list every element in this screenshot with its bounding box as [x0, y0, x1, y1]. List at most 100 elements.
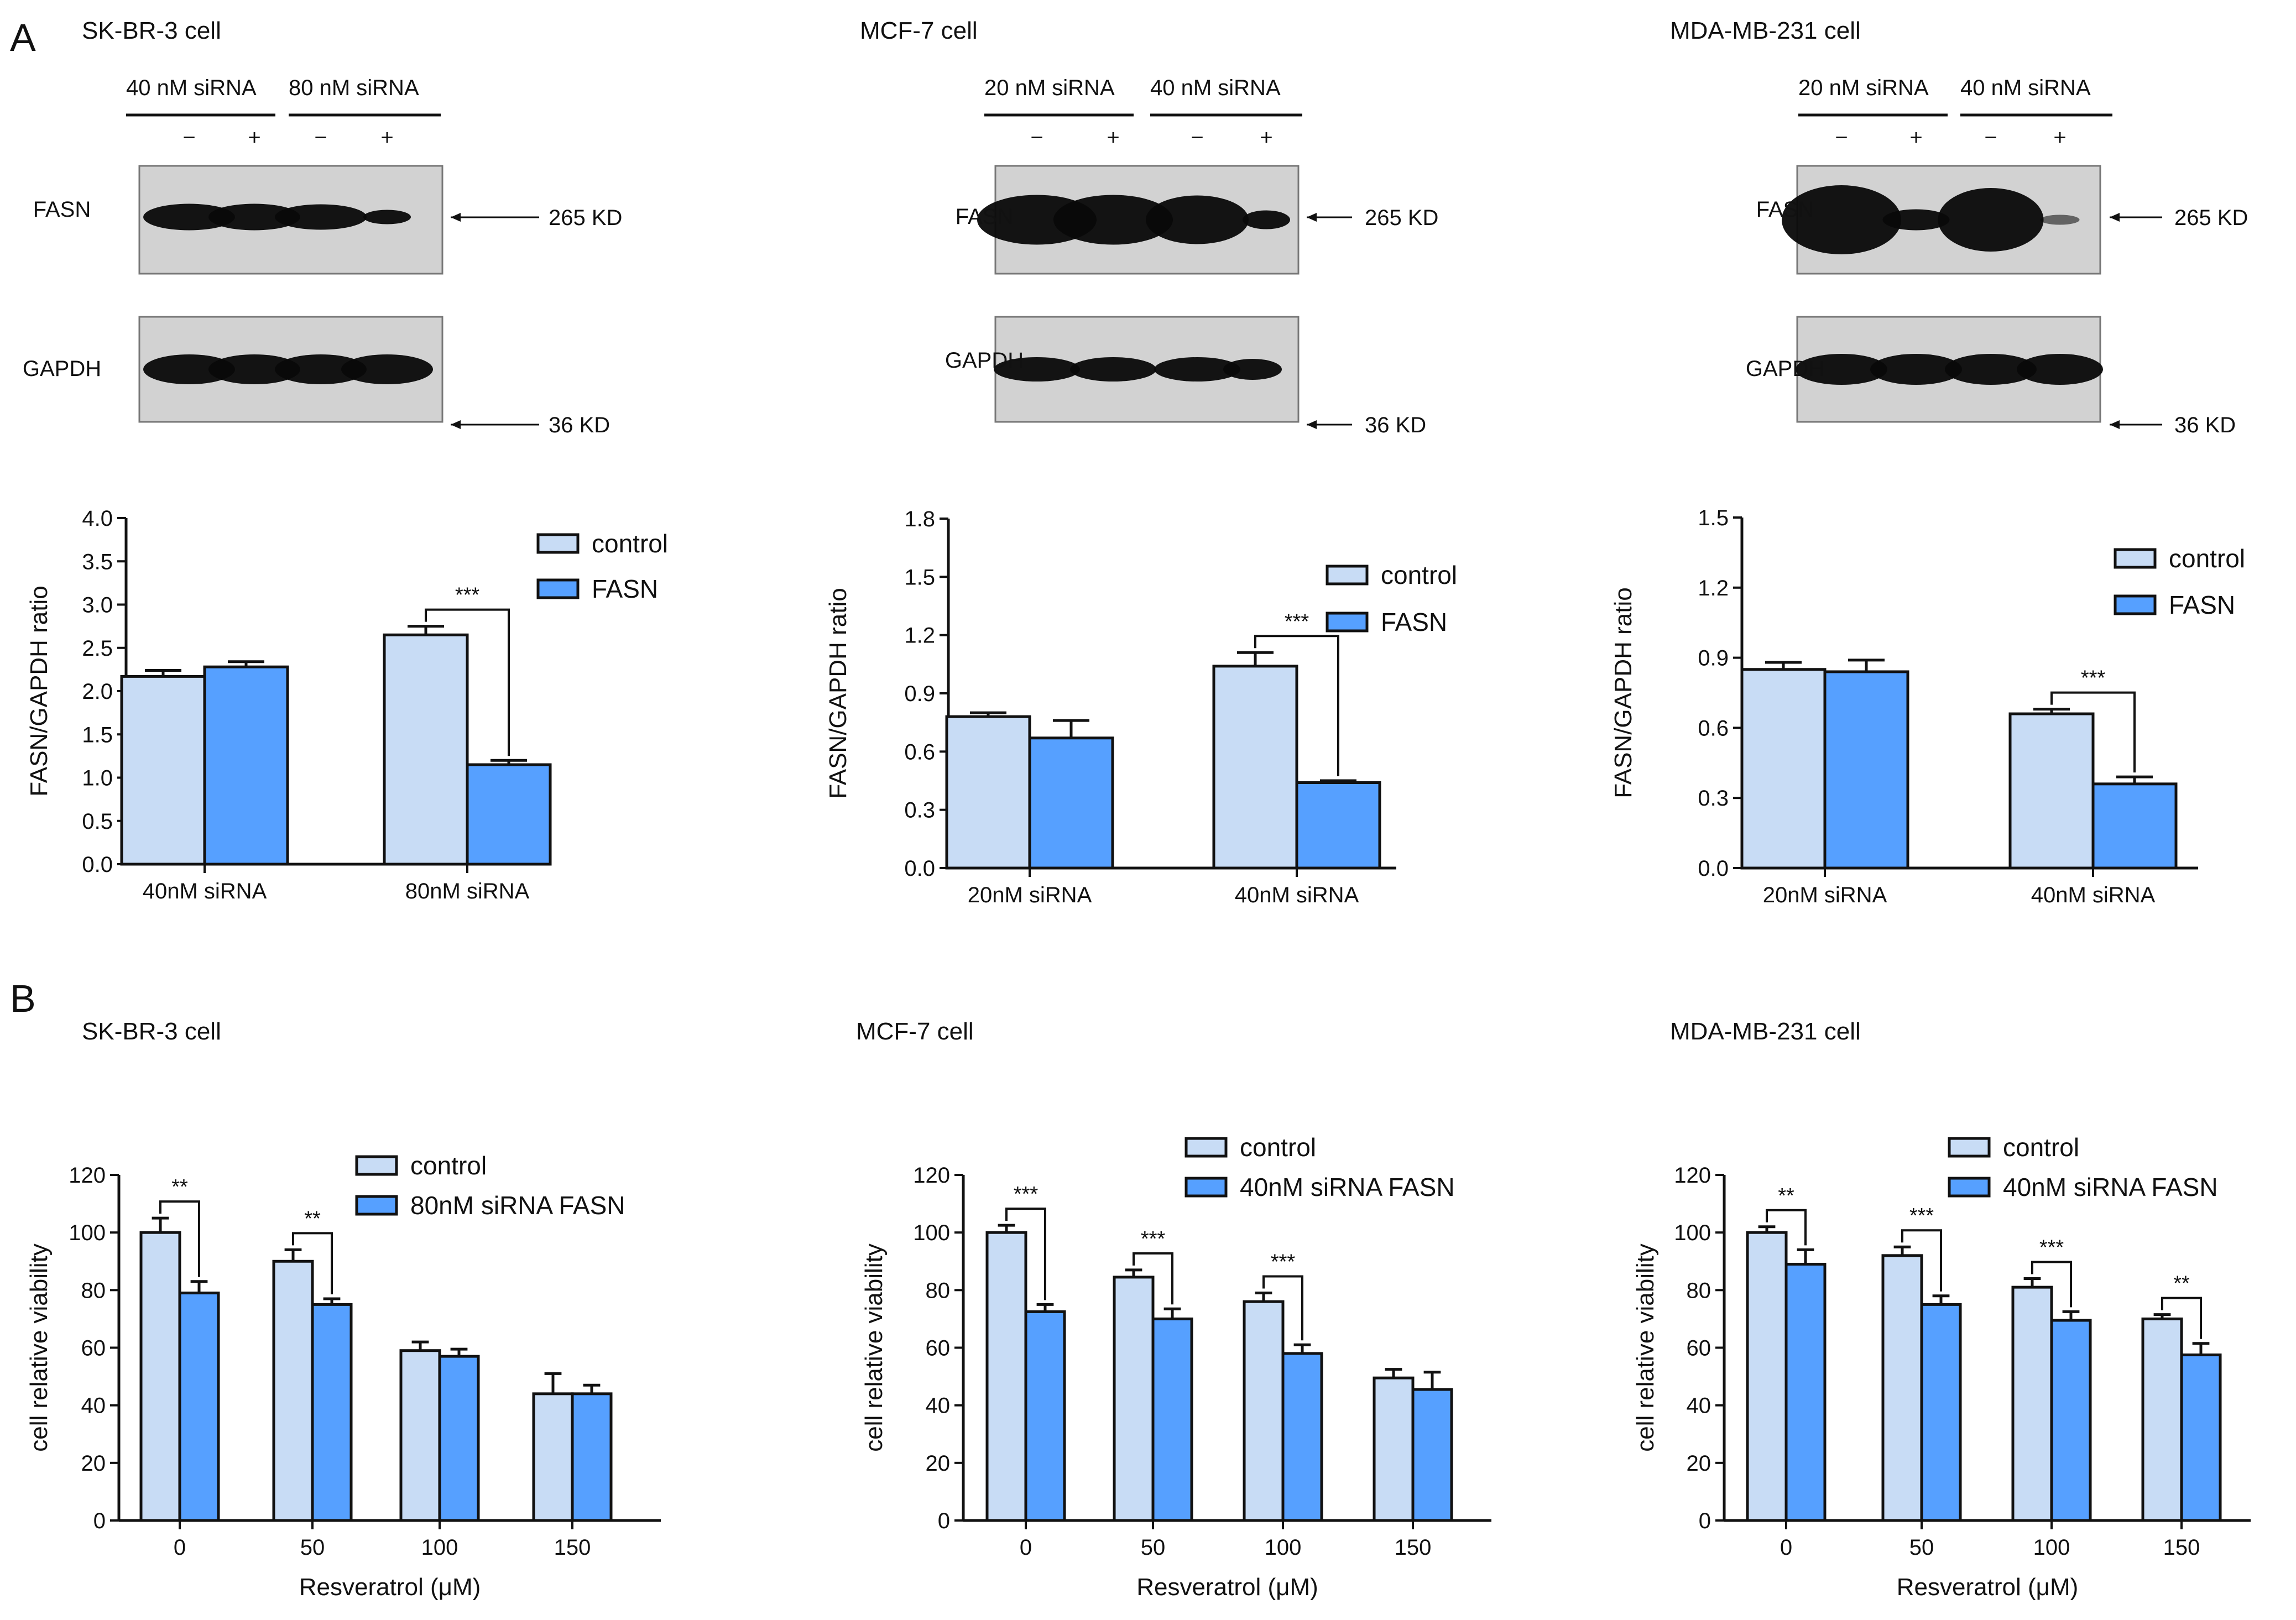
bar-chart-1: 0.0 0.5 1.0 1.5 2.0 2.5 3.0 3.5 4.0 FASN/GAPDH ra…	[25, 506, 668, 903]
y-tick-label: 1.8	[904, 507, 935, 531]
x-tick-label: 0	[1780, 1535, 1792, 1560]
y-tick-label: 1.2	[904, 624, 935, 648]
legend-swatch	[355, 1195, 398, 1216]
significance-bracket	[425, 608, 510, 756]
bar-control	[2008, 712, 2095, 870]
blot-row-gapdh: GAPDH 36 KD	[1746, 316, 2236, 437]
panel-b-title-3: MDA-MB-231 cell	[1670, 1018, 1861, 1045]
y-axis-label: FASN/GAPDH ratio	[25, 586, 53, 796]
legend-swatch	[1184, 1177, 1228, 1198]
molecular-weight-label: 36 KD	[1365, 413, 1426, 437]
significance-label: ***	[1909, 1204, 1934, 1227]
legend-swatch	[536, 578, 580, 599]
bar-treated	[2180, 1354, 2222, 1522]
y-tick-label: 0.0	[904, 856, 935, 881]
bar-treated	[1281, 1352, 1323, 1522]
lane-sign: −	[314, 126, 327, 150]
x-tick-label: 150	[2163, 1535, 2200, 1560]
x-tick-label: 150	[1395, 1535, 1432, 1560]
y-tick-label: 40	[1687, 1394, 1711, 1418]
bar-treated	[571, 1392, 613, 1522]
significance-label: ***	[1285, 610, 1309, 633]
blot-group-label: 40 nM siRNA	[126, 76, 257, 100]
blot-row-fasn: FASN 265 KD	[1756, 165, 2248, 275]
blot-band	[1938, 188, 2044, 252]
legend-label: control	[2003, 1133, 2079, 1162]
x-tick-label: 100	[421, 1535, 458, 1560]
y-tick-label: 4.0	[82, 506, 113, 531]
blot-band	[275, 204, 367, 230]
legend-label: FASN	[1381, 608, 1447, 636]
significance-bracket	[2031, 1261, 2072, 1308]
bar-charts: 0.0 0.5 1.0 1.5 2.0 2.5 3.0 3.5 4.0 FASN/GAPDH ra…	[25, 506, 2251, 1601]
arrow-head-icon	[1307, 213, 1317, 222]
x-tick-label: 40nM siRNA	[143, 879, 267, 903]
panel-b-title-1: SK-BR-3 cell	[82, 1018, 221, 1045]
blot-band	[143, 354, 235, 384]
y-tick-label: 1.5	[82, 723, 113, 747]
y-tick-label: 0.3	[1698, 786, 1729, 811]
significance-label: **	[171, 1175, 188, 1199]
significance-bracket	[1901, 1229, 1942, 1292]
bar-control	[1243, 1300, 1285, 1522]
x-tick-label: 150	[554, 1535, 591, 1560]
y-tick-label: 1.2	[1698, 576, 1729, 600]
lane-sign: +	[2053, 126, 2066, 150]
legend-swatch	[1326, 565, 1369, 586]
x-tick-label: 20nM siRNA	[968, 883, 1092, 907]
legend-swatch	[1184, 1137, 1228, 1158]
y-tick-label: 0.0	[1698, 856, 1729, 881]
bar-treated	[1295, 781, 1381, 870]
y-tick-label: 60	[926, 1336, 951, 1361]
blot-cell-title: SK-BR-3 cell	[82, 17, 221, 44]
western-blots: SK-BR-3 cell 40 nM siRNA 80 nM siRNA − + − + FA…	[23, 17, 2248, 437]
arrow-head-icon	[451, 420, 461, 429]
y-tick-label: 60	[81, 1336, 106, 1361]
blot-row-gapdh: GAPDH 36 KD	[945, 316, 1426, 437]
y-axis-label: cell relative viability	[860, 1243, 888, 1452]
protein-label: GAPDH	[23, 357, 101, 381]
arrow-head-icon	[1307, 420, 1317, 429]
lane-sign: +	[1260, 126, 1272, 150]
y-axis-label: cell relative viability	[25, 1243, 53, 1452]
y-tick-label: 120	[69, 1163, 106, 1188]
lane-sign: +	[380, 126, 393, 150]
bar-control	[1373, 1376, 1415, 1522]
bar-treated	[1024, 1310, 1066, 1522]
y-axis-label: FASN/GAPDH ratio	[1610, 587, 1637, 798]
x-tick-label: 50	[1909, 1535, 1934, 1560]
y-tick-label: 20	[926, 1451, 951, 1476]
legend-swatch	[2114, 548, 2157, 569]
blot-band	[1154, 357, 1240, 382]
y-tick-label: 40	[926, 1394, 951, 1418]
bar-treated	[1784, 1262, 1827, 1522]
legend-label: control	[1240, 1133, 1316, 1162]
lane-sign: +	[1107, 126, 1119, 150]
bar-treated	[1411, 1388, 1453, 1522]
lane-sign: −	[182, 126, 195, 150]
y-tick-label: 0.0	[82, 853, 113, 877]
y-tick-label: 100	[1674, 1221, 1711, 1245]
protein-label: FASN	[1756, 197, 1814, 222]
bar-treated	[2091, 782, 2178, 870]
y-tick-label: 1.0	[82, 766, 113, 791]
bar-control	[399, 1349, 441, 1522]
significance-label: **	[2173, 1272, 2190, 1295]
legend-label: control	[410, 1151, 487, 1180]
legend-label: FASN	[592, 574, 658, 603]
bar-treated	[1823, 670, 1909, 870]
significance-label: **	[1778, 1184, 1794, 1208]
y-tick-label: 2.0	[82, 680, 113, 704]
bar-control	[1113, 1276, 1155, 1522]
significance-bracket	[1133, 1252, 1173, 1305]
significance-bracket	[292, 1232, 333, 1294]
bar-treated	[466, 763, 552, 866]
bar-control	[383, 633, 469, 866]
lane-sign: −	[1030, 126, 1043, 150]
legend-label: control	[592, 529, 668, 558]
bar-chart-6: 0 20 40 60 80 100 120 cell relative viability 0 *…	[1632, 1133, 2251, 1601]
western-blot-panel: MDA-MB-231 cell 20 nM siRNA 40 nM siRNA − + −…	[1670, 17, 2248, 437]
y-tick-label: 80	[1687, 1278, 1711, 1303]
significance-bracket	[1262, 1275, 1303, 1341]
